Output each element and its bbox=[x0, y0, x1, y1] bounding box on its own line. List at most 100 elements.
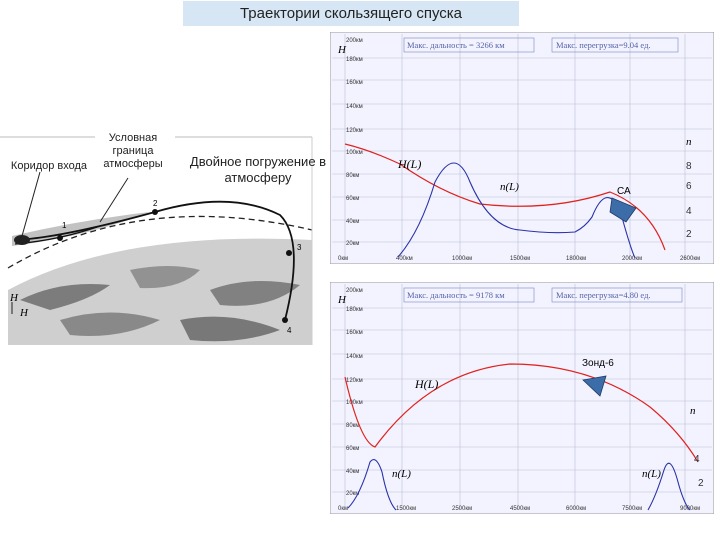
x-tick-labels: 0км 400км 1000км 1500км 1800км 2000км 2600км bbox=[338, 256, 700, 262]
chart-top-grid bbox=[332, 34, 712, 260]
trajectory-point-1 bbox=[57, 235, 63, 241]
x-tick-label: 0км bbox=[338, 506, 348, 512]
craft-label: Зонд-6 bbox=[582, 358, 614, 369]
y-tick-label: 40км bbox=[346, 219, 359, 225]
y-tick-label: 200км bbox=[346, 38, 363, 44]
n-letter: n bbox=[690, 405, 696, 417]
n-curve-label: n(L) bbox=[500, 181, 519, 193]
x-tick-label: 6000км bbox=[566, 506, 586, 512]
x-tick-label: 2000км bbox=[622, 256, 642, 262]
entry-corridor bbox=[12, 212, 150, 246]
y-tick-label: 180км bbox=[346, 57, 363, 63]
y-tick-label: 80км bbox=[346, 423, 359, 429]
y-tick-label: 20км bbox=[346, 491, 359, 497]
H-curve-label: H(L) bbox=[397, 157, 421, 171]
n-tick-label: 4 bbox=[694, 454, 700, 465]
cloud-mass bbox=[130, 266, 200, 289]
y-tick-label: 140км bbox=[346, 104, 363, 110]
boundary-label: Условная граница атмосферы bbox=[103, 132, 163, 170]
chart-bottom-grid bbox=[332, 284, 712, 510]
n-tick-label: 6 bbox=[686, 181, 692, 192]
n-curve-label-right: n(L) bbox=[642, 468, 661, 480]
n-curve bbox=[647, 462, 691, 511]
y-tick-label: 160км bbox=[346, 330, 363, 336]
x-tick-label: 0км bbox=[338, 256, 348, 262]
slide-title: Траектории скользящего спуска bbox=[183, 1, 519, 26]
y-tick-label: 120км bbox=[346, 378, 363, 384]
x-tick-label: 1000км bbox=[452, 256, 472, 262]
point-3-label: 3 bbox=[297, 243, 302, 252]
H-curve-label: H(L) bbox=[414, 377, 438, 391]
x-tick-label: 7500км bbox=[622, 506, 642, 512]
n-curve bbox=[347, 459, 397, 511]
y-tick-label: 80км bbox=[346, 173, 359, 179]
y-tick-labels: 200км 180км 160км 140км 120км 100км 80км 60км 40… bbox=[346, 38, 363, 247]
cloud-mass bbox=[210, 281, 300, 306]
overload-info-box bbox=[551, 287, 683, 303]
y-tick-label: 60км bbox=[346, 446, 359, 452]
y-tick-label: 140км bbox=[346, 354, 363, 360]
planet-surface bbox=[8, 238, 312, 345]
x-tick-label: 1500км bbox=[396, 506, 416, 512]
n-tick-labels: 8 6 4 2 bbox=[686, 161, 692, 240]
y-tick-label: 100км bbox=[346, 400, 363, 406]
trajectory-point-2 bbox=[152, 209, 158, 215]
x-tick-label: 4500км bbox=[510, 506, 530, 512]
x-tick-label: 2600км bbox=[680, 256, 700, 262]
H-curve bbox=[344, 363, 699, 463]
n-letter: n bbox=[686, 136, 692, 148]
x-tick-labels: 0км 1500км 2500км 4500км 6000км 7500км 9000км bbox=[338, 506, 700, 512]
reentry-trajectory bbox=[14, 225, 101, 245]
chart-top: Макс. дальность = 3266 км Макс. перегруз… bbox=[330, 32, 714, 264]
n-tick-label: 8 bbox=[686, 161, 692, 172]
spacecraft-icon bbox=[14, 235, 30, 245]
reentry-trajectory bbox=[14, 200, 295, 321]
n-tick-label: 2 bbox=[686, 229, 692, 240]
y-tick-label: 160км bbox=[346, 80, 363, 86]
cloud-mass bbox=[60, 312, 160, 336]
probe-icon bbox=[582, 375, 607, 397]
leader-line bbox=[21, 171, 41, 237]
x-tick-label: 9000км bbox=[680, 506, 700, 512]
atmosphere-boundary bbox=[7, 215, 313, 269]
craft-label: СА bbox=[617, 186, 631, 197]
y-tick-label: 180км bbox=[346, 307, 363, 313]
leader-line bbox=[99, 177, 129, 223]
altitude-label: H bbox=[9, 292, 19, 304]
range-info-box bbox=[403, 287, 535, 303]
range-info: Макс. дальность = 9178 км bbox=[407, 290, 505, 300]
capsule-icon bbox=[609, 197, 637, 223]
y-tick-label: 200км bbox=[346, 288, 363, 294]
y-tick-label: 60км bbox=[346, 196, 359, 202]
n-tick-labels: 42 bbox=[694, 454, 704, 489]
cloud-mass bbox=[20, 284, 110, 310]
point-1-label: 1 bbox=[62, 221, 67, 230]
trajectory-point-4 bbox=[282, 317, 288, 323]
cloud-mass bbox=[180, 316, 280, 342]
corridor-label: Коридор входа bbox=[10, 160, 88, 172]
H-curve bbox=[344, 143, 666, 251]
trajectory-point-3 bbox=[286, 250, 292, 256]
y-tick-label: 120км bbox=[346, 128, 363, 134]
range-info: Макс. дальность = 3266 км bbox=[407, 40, 505, 50]
x-tick-label: 400км bbox=[396, 256, 413, 262]
x-tick-label: 2500км bbox=[452, 506, 472, 512]
y-tick-label: 100км bbox=[346, 150, 363, 156]
y-tick-label: 20км bbox=[346, 241, 359, 247]
altitude-label: H bbox=[19, 307, 29, 319]
chart-bottom-frame bbox=[330, 282, 714, 514]
double-dip-label: Двойное погружение в атмосферу bbox=[189, 154, 327, 185]
y-letter: H bbox=[337, 294, 347, 306]
n-tick-label: 2 bbox=[698, 478, 704, 489]
y-tick-labels: 200км 180км 160км 140км 120км 100км 80км 60км 40… bbox=[346, 288, 363, 497]
overload-info: Макс. перегрузка=9.04 ед. bbox=[556, 40, 651, 50]
chart-top-frame bbox=[330, 32, 714, 264]
point-4-label: 4 bbox=[287, 326, 292, 335]
range-info-box bbox=[403, 37, 535, 53]
overload-info: Макс. перегрузка=4.80 ед. bbox=[556, 290, 651, 300]
x-tick-label: 1500км bbox=[510, 256, 530, 262]
chart-bottom: Макс. дальность = 9178 км Макс. перегруз… bbox=[330, 282, 714, 514]
y-letter: H bbox=[337, 44, 347, 56]
y-tick-label: 40км bbox=[346, 469, 359, 475]
x-tick-label: 1800км bbox=[566, 256, 586, 262]
